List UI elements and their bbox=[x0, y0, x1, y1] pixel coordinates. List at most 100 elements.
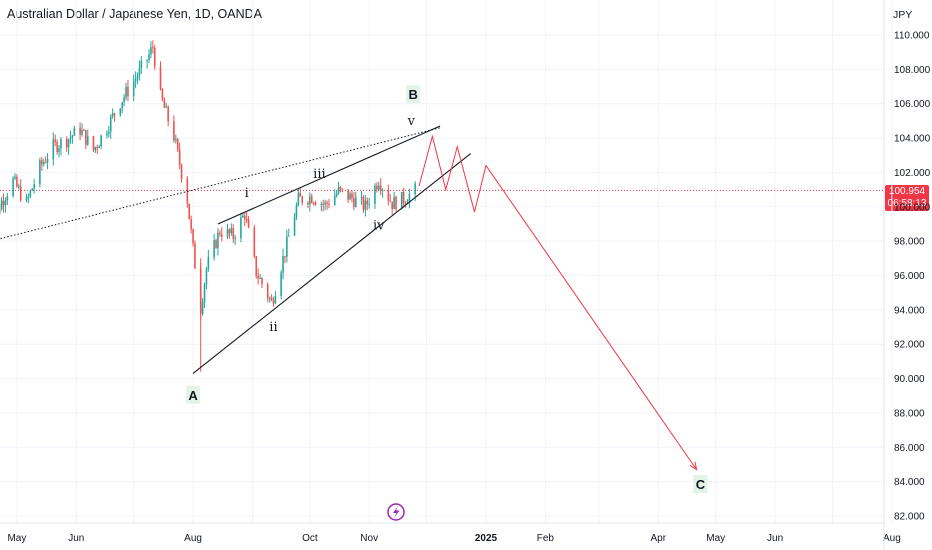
candle-body bbox=[176, 139, 179, 150]
candle-body bbox=[29, 190, 32, 197]
candle-body bbox=[108, 131, 110, 134]
wave-label-B: B bbox=[409, 87, 418, 102]
candle-body bbox=[349, 193, 351, 200]
x-tick-label: Nov bbox=[360, 533, 378, 544]
projection-path bbox=[418, 134, 697, 470]
y-tick-label: 88.000 bbox=[894, 408, 925, 419]
candle-body bbox=[58, 148, 60, 153]
candle-body bbox=[207, 257, 210, 269]
candle-body bbox=[335, 193, 338, 196]
candle-body bbox=[192, 229, 194, 244]
candle-body bbox=[360, 197, 363, 199]
candle-body bbox=[16, 176, 18, 187]
candle-body bbox=[125, 86, 127, 98]
candle-body bbox=[134, 78, 137, 82]
y-tick-label: 82.000 bbox=[894, 512, 925, 523]
candle-body bbox=[257, 276, 259, 279]
candle-body bbox=[337, 186, 340, 194]
candle-body bbox=[408, 194, 411, 203]
candle-body bbox=[69, 137, 72, 140]
candle-body bbox=[272, 300, 275, 304]
candle-body bbox=[232, 228, 235, 239]
candle-body bbox=[312, 202, 315, 204]
candle-body bbox=[228, 229, 231, 234]
candle-body bbox=[100, 135, 102, 147]
candle-body bbox=[395, 196, 397, 210]
wave-label-box bbox=[186, 385, 201, 404]
candle-body bbox=[33, 184, 35, 189]
candle-body bbox=[299, 192, 302, 197]
candle-body bbox=[81, 129, 83, 135]
currency-label[interactable]: JPY bbox=[893, 9, 913, 21]
candle-body bbox=[159, 66, 162, 90]
candle-body bbox=[295, 205, 298, 218]
candle-body bbox=[400, 191, 403, 210]
candle-body bbox=[402, 191, 405, 204]
y-tick-label: 110.000 bbox=[894, 31, 930, 42]
candle-body bbox=[65, 139, 68, 148]
candle-body bbox=[4, 200, 7, 206]
candle-body bbox=[268, 298, 271, 300]
candle-body bbox=[328, 203, 330, 205]
candle-body bbox=[161, 89, 164, 100]
y-tick-label: 94.000 bbox=[894, 305, 925, 316]
candle-body bbox=[376, 185, 378, 190]
candle-body bbox=[287, 235, 290, 237]
candle-body bbox=[354, 197, 357, 207]
candle-body bbox=[266, 284, 269, 299]
candle-body bbox=[201, 302, 204, 314]
candle-body bbox=[73, 127, 76, 136]
candle-body bbox=[54, 139, 57, 142]
candle-body bbox=[347, 189, 349, 200]
candle-body bbox=[284, 256, 286, 258]
y-tick-label: 104.000 bbox=[894, 134, 931, 145]
candle-body bbox=[42, 162, 45, 165]
candle-body bbox=[368, 204, 370, 206]
candle-body bbox=[67, 139, 70, 148]
candle-body bbox=[46, 159, 49, 163]
candle-body bbox=[326, 202, 328, 204]
candle-body bbox=[175, 139, 177, 141]
candle-body bbox=[79, 127, 81, 135]
candle-body bbox=[243, 215, 246, 220]
wave-label-box bbox=[693, 475, 708, 494]
candle-body bbox=[259, 278, 261, 280]
x-tick-label: May bbox=[706, 533, 725, 544]
x-tick-label: Feb bbox=[537, 533, 555, 544]
candle-body bbox=[270, 298, 273, 301]
candle-body bbox=[163, 99, 166, 108]
candle-body bbox=[180, 164, 183, 180]
candle-body bbox=[167, 106, 169, 122]
candle-body bbox=[261, 278, 263, 285]
candle-body bbox=[255, 256, 258, 277]
candle-body bbox=[173, 121, 175, 141]
candle-body bbox=[391, 201, 393, 210]
lightning-icon[interactable] bbox=[387, 503, 405, 521]
candle-body bbox=[389, 200, 392, 202]
candle-body bbox=[44, 162, 47, 164]
candle-body bbox=[127, 86, 129, 97]
candle-body bbox=[113, 113, 116, 116]
wave-label-v: v bbox=[407, 114, 416, 129]
candle-body bbox=[56, 141, 58, 153]
candle-body bbox=[31, 188, 34, 191]
candle-body bbox=[245, 219, 248, 221]
candle-body bbox=[165, 106, 168, 108]
candle-body bbox=[341, 188, 344, 190]
candle-body bbox=[71, 135, 74, 138]
candle-body bbox=[205, 268, 208, 285]
y-tick-label: 86.000 bbox=[894, 443, 925, 454]
candle-body bbox=[86, 136, 89, 145]
grid bbox=[0, 0, 893, 523]
candle-body bbox=[190, 219, 192, 230]
candle-body bbox=[381, 190, 384, 192]
candle-body bbox=[310, 196, 313, 203]
candle-body bbox=[217, 232, 219, 249]
candle-body bbox=[247, 219, 250, 228]
candle-body bbox=[150, 47, 152, 55]
candle-body bbox=[98, 146, 101, 148]
x-tick-label: Oct bbox=[302, 533, 318, 544]
bar-countdown: 06:58:13 bbox=[887, 198, 927, 209]
